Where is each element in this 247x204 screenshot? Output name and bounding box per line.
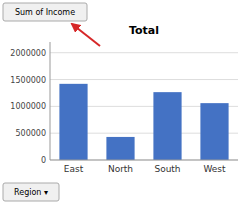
- x-axis-line: [50, 160, 238, 161]
- bar: [153, 92, 181, 160]
- grid: [50, 53, 238, 160]
- button-box: [3, 183, 59, 201]
- bar: [200, 103, 228, 160]
- x-tick-label: East: [64, 164, 84, 174]
- button-label: Sum of Income: [15, 8, 75, 17]
- y-axis-line: [50, 42, 51, 160]
- y-tick-label: 500000: [15, 129, 46, 138]
- x-tick-label: North: [108, 164, 133, 174]
- bars: [59, 84, 228, 160]
- grid-line: [50, 160, 238, 161]
- x-tick-label: South: [154, 164, 180, 174]
- button-box: [3, 3, 87, 21]
- y-tick-label: 0: [41, 156, 46, 165]
- y-tick-label: 2000000: [10, 49, 46, 58]
- button: Region ▾: [3, 183, 59, 201]
- y-tick-label: 1500000: [10, 76, 46, 85]
- x-tick-label: West: [203, 164, 226, 174]
- bar: [106, 137, 134, 160]
- grid-line: [50, 79, 238, 80]
- button: Sum of Income: [3, 3, 87, 21]
- chart: 0 500000 1000000 1500000 2000000 East North Sou…: [0, 0, 247, 204]
- arrow: [72, 24, 100, 46]
- bar: [59, 84, 87, 160]
- grid-line: [50, 52, 238, 53]
- button-label: Region ▾: [14, 188, 48, 197]
- title: Total: [129, 24, 159, 37]
- y-tick-label: 1000000: [10, 102, 46, 111]
